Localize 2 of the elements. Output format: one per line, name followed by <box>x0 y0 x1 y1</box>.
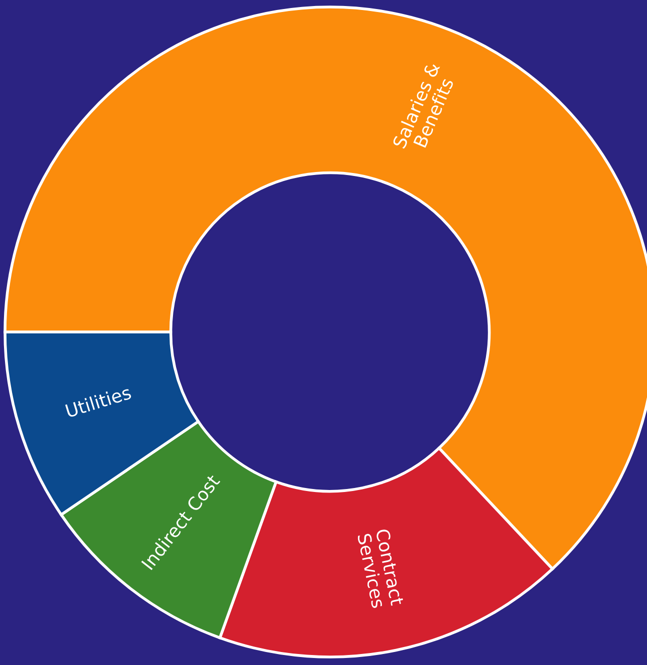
slice-label: Contract Services <box>357 528 404 608</box>
slice-label: Utilities <box>65 385 132 418</box>
